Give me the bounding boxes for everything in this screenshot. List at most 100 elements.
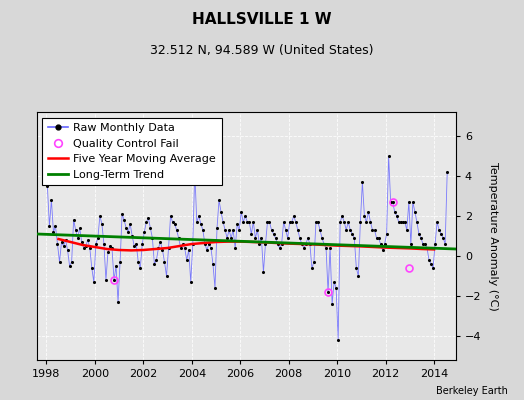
Point (247, 231, 256, 237)
Point (288, 219, 296, 225)
Point (334, 337, 342, 343)
Point (370, 227, 379, 233)
Point (165, 245, 173, 251)
Point (187, 279, 195, 285)
Point (199, 227, 207, 233)
Point (152, 257, 161, 263)
Point (362, 219, 370, 225)
Point (253, 227, 261, 233)
Point (215, 197, 223, 203)
Point (300, 245, 308, 251)
Point (286, 219, 294, 225)
Point (245, 219, 254, 225)
Text: Berkeley Earth: Berkeley Earth (436, 386, 508, 396)
Point (221, 227, 230, 233)
Point (322, 245, 330, 251)
Point (233, 221, 242, 227)
Point (189, 241, 197, 247)
Point (191, 169, 199, 175)
Point (116, 259, 124, 265)
Point (383, 231, 391, 237)
Point (71, 227, 80, 233)
Point (128, 233, 136, 239)
Point (156, 239, 165, 245)
Point (320, 241, 328, 247)
Point (267, 227, 276, 233)
Point (388, 199, 397, 205)
Point (431, 241, 439, 247)
Point (85, 245, 94, 251)
Point (136, 265, 145, 271)
Point (441, 241, 450, 247)
Point (364, 209, 373, 215)
Point (421, 241, 429, 247)
Point (219, 219, 227, 225)
Point (411, 209, 419, 215)
Text: HALLSVILLE 1 W: HALLSVILLE 1 W (192, 12, 332, 27)
Point (310, 259, 318, 265)
Point (193, 219, 201, 225)
Point (302, 241, 310, 247)
Point (342, 227, 351, 233)
Point (425, 257, 433, 263)
Point (83, 237, 92, 243)
Point (435, 227, 443, 233)
Point (271, 235, 280, 241)
Point (356, 219, 365, 225)
Point (251, 235, 259, 241)
Point (154, 245, 162, 251)
Point (194, 213, 203, 219)
Point (166, 213, 174, 219)
Point (110, 277, 118, 283)
Point (203, 247, 211, 253)
Point (290, 213, 298, 219)
Point (409, 199, 417, 205)
Point (308, 265, 316, 271)
Point (305, 241, 314, 247)
Point (182, 257, 191, 263)
Point (358, 179, 367, 185)
Point (207, 245, 215, 251)
Point (330, 279, 339, 285)
Point (380, 241, 389, 247)
Point (122, 225, 130, 231)
Point (437, 231, 445, 237)
Point (401, 219, 409, 225)
Point (249, 219, 258, 225)
Point (56, 259, 64, 265)
Point (332, 285, 340, 291)
Point (180, 245, 189, 251)
Point (439, 235, 447, 241)
Point (57, 239, 66, 245)
Point (263, 219, 271, 225)
Point (269, 231, 278, 237)
Point (47, 197, 56, 203)
Point (243, 219, 252, 225)
Point (66, 263, 74, 269)
Point (124, 229, 133, 235)
Point (68, 259, 76, 265)
Point (352, 265, 361, 271)
Point (59, 243, 68, 249)
Point (276, 245, 284, 251)
Point (395, 219, 403, 225)
Point (118, 211, 126, 217)
Point (114, 299, 122, 305)
Point (225, 227, 233, 233)
Point (61, 237, 70, 243)
Point (402, 227, 411, 233)
Point (259, 269, 268, 275)
Point (316, 227, 324, 233)
Point (70, 217, 78, 223)
Point (144, 215, 152, 221)
Point (346, 227, 354, 233)
Point (350, 235, 358, 241)
Point (90, 279, 98, 285)
Point (423, 245, 431, 251)
Point (92, 241, 100, 247)
Point (417, 235, 425, 241)
Point (348, 231, 356, 237)
Point (443, 169, 451, 175)
Point (390, 209, 399, 215)
Point (120, 217, 128, 223)
